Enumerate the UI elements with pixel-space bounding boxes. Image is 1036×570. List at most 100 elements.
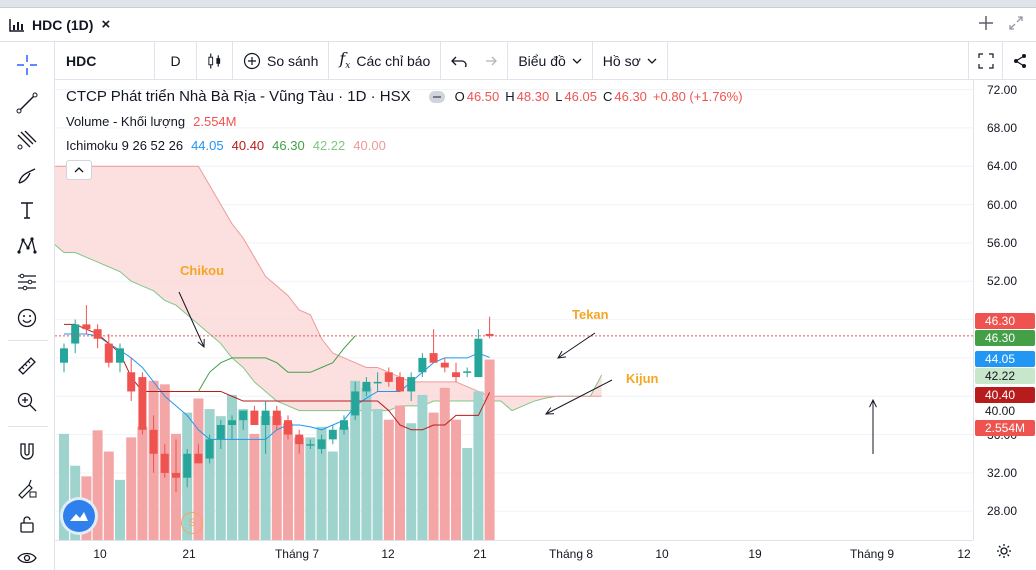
price-tick-label: 72.00 [987, 82, 1018, 97]
close-tab-button[interactable]: × [101, 16, 111, 33]
volume-bar [395, 405, 405, 540]
volume-bar [92, 430, 103, 540]
tradingview-logo[interactable] [63, 500, 95, 532]
time-axis[interactable]: 10 21 Tháng 7 12 21 Tháng 8 10 19 Tháng 9 12 [55, 540, 973, 570]
time-tick-label: 19 [748, 547, 762, 561]
symbol-search[interactable]: HDC [55, 41, 155, 80]
candle-body [317, 439, 326, 449]
indicators-label: Các chỉ báo [356, 52, 431, 69]
chikou-annotation: Chikou [180, 263, 225, 278]
time-tick-label: 10 [655, 547, 669, 561]
kijun-arrow [545, 379, 613, 415]
candle-body [272, 410, 281, 425]
volume-bar [451, 419, 461, 540]
plus-circle-icon [243, 52, 261, 69]
candle-body [228, 420, 236, 425]
volume-legend: Volume - Khối lượng 2.554M [66, 114, 237, 129]
lock-icon[interactable] [13, 510, 41, 538]
redo-icon[interactable] [481, 55, 498, 67]
price-tick-label: 68.00 [987, 120, 1018, 135]
candle-body [250, 410, 259, 425]
tab-title: HDC (1D) [32, 16, 94, 33]
window-top-border [0, 0, 1036, 8]
volume-bar [260, 416, 271, 540]
candle-body [306, 444, 315, 446]
volume-bar [339, 426, 349, 540]
candle-body [474, 338, 483, 378]
candle-body [104, 343, 113, 363]
volume-bar [316, 426, 327, 540]
candle-body [82, 324, 91, 330]
pattern-icon[interactable] [13, 232, 41, 260]
drawing-toolbar [0, 42, 55, 570]
profile-label: Hồ sơ [602, 52, 641, 69]
price-tag: 46.30 [975, 313, 1035, 329]
chart-type-dropdown[interactable]: Biểu đồ [508, 41, 593, 80]
volume-bar [462, 448, 473, 540]
candle-body [183, 453, 192, 478]
price-axis[interactable]: 72.0068.0064.0060.0056.0052.0048.0044.00… [973, 80, 1036, 540]
text-icon[interactable] [13, 196, 41, 224]
kijun-arrow-head [544, 407, 555, 415]
split-marker[interactable]: S [181, 512, 203, 534]
brush-icon[interactable] [13, 162, 41, 190]
candle-body [452, 372, 460, 378]
compare-button[interactable]: So sánh [233, 41, 330, 80]
main-series-legend: CTCP Phát triển Nhà Bà Rịa - Vũng Tàu · … [66, 88, 743, 105]
interval-button[interactable]: D [155, 41, 197, 80]
price-tag: 40.00 [975, 403, 1035, 419]
series-name: CTCP Phát triển Nhà Bà Rịa - Vũng Tàu · … [66, 88, 411, 105]
profile-dropdown[interactable]: Hồ sơ [593, 41, 668, 80]
eye-icon[interactable] [13, 544, 41, 570]
volume-bar [294, 437, 305, 540]
time-tick-label: 12 [381, 547, 395, 561]
add-icon[interactable] [978, 14, 994, 37]
candle-body [384, 372, 393, 382]
kijun-annotation: Kijun [626, 371, 659, 386]
candle-body [194, 453, 203, 464]
share-icon[interactable] [1002, 42, 1036, 80]
trend-line-icon[interactable] [13, 89, 41, 117]
price-tag: 42.22 [975, 368, 1035, 384]
price-tag: 46.30 [975, 330, 1035, 346]
eye-toggle-icon[interactable] [428, 90, 445, 103]
candle-body [440, 362, 449, 368]
crosshair-icon[interactable] [13, 51, 41, 79]
fib-retracement-icon[interactable] [13, 126, 41, 154]
price-tick-label: 64.00 [987, 159, 1018, 174]
collapse-legend-button[interactable] [66, 160, 92, 180]
volume-bar [372, 409, 383, 540]
price-tick-label: 32.00 [987, 465, 1018, 480]
zoom-in-icon[interactable] [13, 388, 41, 416]
candle-body [295, 434, 304, 445]
candle-body [351, 391, 360, 416]
magnet-icon[interactable] [13, 438, 41, 466]
volume-bar [439, 387, 450, 540]
high-label: H [505, 89, 515, 104]
candles-icon[interactable] [197, 41, 233, 80]
candle-body [373, 381, 382, 384]
undo-icon[interactable] [451, 55, 467, 67]
candle-body [205, 439, 214, 459]
indicators-button[interactable]: fx Các chỉ báo [329, 41, 442, 80]
volume-bar [305, 437, 316, 540]
volume-value: 2.554M [193, 114, 237, 129]
fullscreen-icon[interactable] [968, 42, 1002, 80]
emoji-icon[interactable] [13, 304, 41, 332]
lock-drawing-icon[interactable] [13, 474, 41, 502]
volume-bar [215, 416, 226, 540]
settings-gear-icon[interactable] [996, 543, 1012, 564]
candle-body [60, 348, 68, 363]
ruler-icon[interactable] [13, 352, 41, 380]
volume-bar [283, 423, 293, 540]
title-bar: HDC (1D) × [0, 8, 1036, 42]
compare-label: So sánh [267, 52, 319, 69]
candle-body [396, 377, 404, 392]
candle-body [463, 371, 472, 373]
volume-bar [383, 419, 394, 540]
candle-body [93, 329, 102, 339]
prediction-icon[interactable] [13, 268, 41, 296]
time-tick-label: Tháng 7 [274, 547, 320, 561]
expand-icon[interactable] [1008, 14, 1024, 37]
